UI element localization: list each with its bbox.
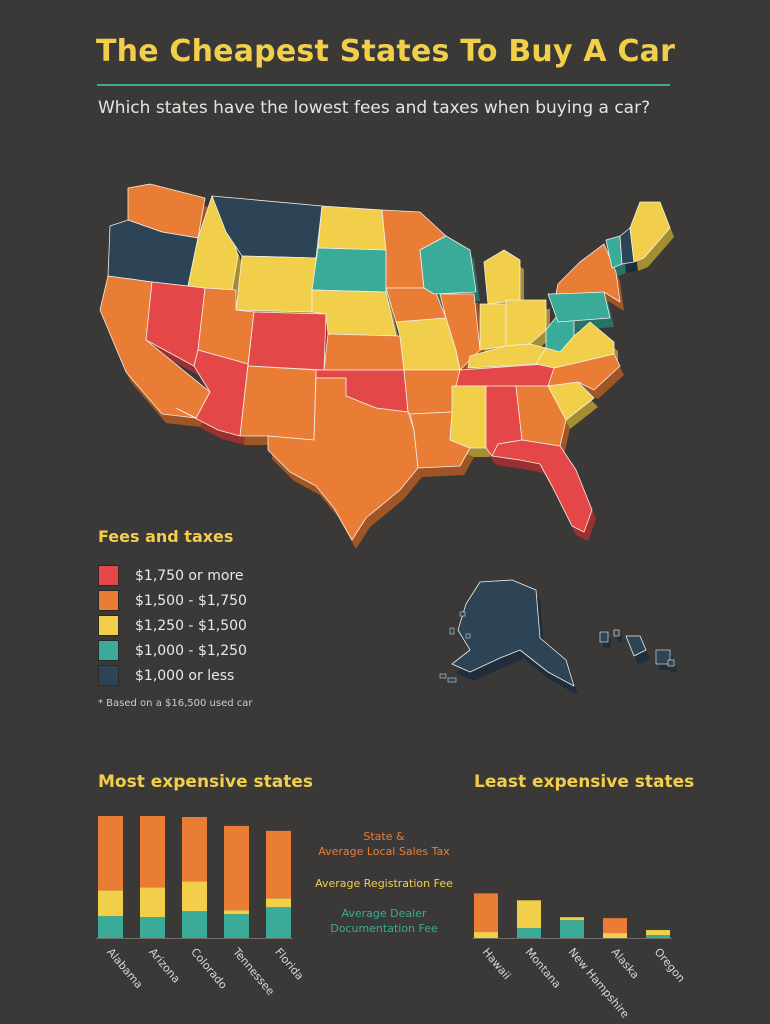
state-florida [491, 439, 593, 533]
legend-label: $1,500 - $1,750 [135, 592, 247, 609]
state-new-york [555, 243, 621, 303]
map-states-layer [99, 183, 675, 687]
key-documentation-line1: Average Dealer [341, 907, 427, 920]
legend-item: $1,500 - $1,750 [98, 588, 247, 613]
key-registration-fee: Average Registration Fee [315, 877, 453, 890]
hawaii-island-shadow [603, 638, 611, 648]
key-documentation-line2: Documentation Fee [330, 922, 438, 935]
footnote: * Based on a $16,500 used car [98, 698, 253, 709]
bar-segment-florida-documentation [266, 907, 291, 938]
bar-segment-alaska-registration [603, 933, 627, 938]
category-label: Arizona [146, 946, 183, 986]
state-ohio [505, 299, 547, 347]
bar-segment-oregon-registration [646, 930, 670, 936]
category-label: Tennessee [230, 945, 278, 998]
legend-label: $1,000 - $1,250 [135, 642, 247, 659]
category-label: Colorado [188, 946, 230, 992]
hawaii-island [613, 629, 620, 637]
bar-segment-colorado-documentation [182, 911, 207, 938]
legend-title: Fees and taxes [98, 527, 234, 546]
key-sales-tax-line2: Average Local Sales Tax [318, 845, 450, 858]
state-maine [629, 201, 671, 263]
hawaii-island [599, 631, 609, 643]
category-label: Alaska [609, 946, 642, 982]
legend-swatch-teal [98, 640, 119, 661]
hawaii-island-shadow [617, 636, 622, 642]
legend-swatch-navy [98, 665, 119, 686]
state-hawaii [625, 635, 647, 657]
legend-label: $1,250 - $1,500 [135, 617, 247, 634]
key-sales-tax-line1: State & [363, 830, 405, 843]
alaska-island [449, 627, 455, 635]
legend-item: $1,000 - $1,250 [98, 638, 247, 663]
bar-segment-colorado-registration [182, 881, 207, 912]
legend: $1,750 or more $1,500 - $1,750 $1,250 - … [98, 563, 247, 688]
bar-segment-florida-sales-tax [266, 830, 291, 899]
alaska-island [465, 633, 471, 639]
bar-segment-oregon-documentation [646, 935, 670, 938]
alaska-island [439, 673, 447, 679]
hawaii-island [655, 649, 671, 665]
bar-segment-montana-documentation [517, 928, 541, 938]
bar-segment-alabama-registration [98, 890, 123, 917]
state-wisconsin [419, 235, 477, 295]
alaska-island [447, 677, 457, 683]
state-virginia [535, 321, 615, 369]
category-label: Florida [272, 946, 306, 983]
category-label: Oregon [652, 946, 688, 985]
bar-segment-arizona-documentation [140, 917, 165, 938]
hawaii-island [667, 659, 675, 667]
hawaii-island-shadow [671, 666, 677, 672]
category-label: Hawaii [480, 946, 514, 983]
bar-segment-colorado-sales-tax [182, 816, 207, 882]
least-expensive-title: Least expensive states [474, 772, 695, 792]
bar-segment-new-hampshire-registration [560, 917, 584, 921]
bar-segment-alabama-sales-tax [98, 815, 123, 891]
bar-segment-new-hampshire-documentation [560, 920, 584, 938]
bar-segment-florida-registration [266, 898, 291, 908]
bar-segment-tennessee-registration [224, 910, 249, 915]
bar-segment-arizona-sales-tax [140, 815, 165, 888]
key-documentation-fee: Average Dealer Documentation Fee [304, 906, 464, 936]
bar-segment-tennessee-documentation [224, 914, 249, 938]
state-georgia [515, 385, 567, 447]
bar-segment-alaska-sales-tax [603, 918, 627, 934]
state-texas [267, 377, 419, 541]
legend-swatch-orange [98, 590, 119, 611]
legend-item: $1,000 or less [98, 663, 247, 688]
legend-item: $1,250 - $1,500 [98, 613, 247, 638]
bar-segment-hawaii-sales-tax [474, 893, 498, 933]
legend-label: $1,750 or more [135, 567, 244, 584]
bar-segment-montana-registration [517, 900, 541, 929]
legend-swatch-red [98, 565, 119, 586]
category-label: Montana [523, 946, 564, 991]
bar-segment-alabama-documentation [98, 916, 123, 938]
legend-swatch-yellow [98, 615, 119, 636]
alaska-island [459, 611, 466, 617]
most-expensive-title: Most expensive states [98, 772, 314, 792]
us-map [99, 183, 677, 695]
bar-segment-tennessee-sales-tax [224, 825, 249, 911]
key-sales-tax: State & Average Local Sales Tax [304, 829, 464, 859]
legend-label: $1,000 or less [135, 667, 235, 684]
title-divider [97, 84, 670, 86]
legend-item: $1,750 or more [98, 563, 247, 588]
state-alaska [451, 579, 575, 687]
bar-segment-arizona-registration [140, 887, 165, 918]
category-label: Alabama [104, 946, 145, 992]
page-subtitle: Which states have the lowest fees and ta… [98, 98, 651, 118]
page-title: The Cheapest States To Buy A Car [96, 34, 676, 69]
bar-segment-hawaii-registration [474, 932, 498, 938]
